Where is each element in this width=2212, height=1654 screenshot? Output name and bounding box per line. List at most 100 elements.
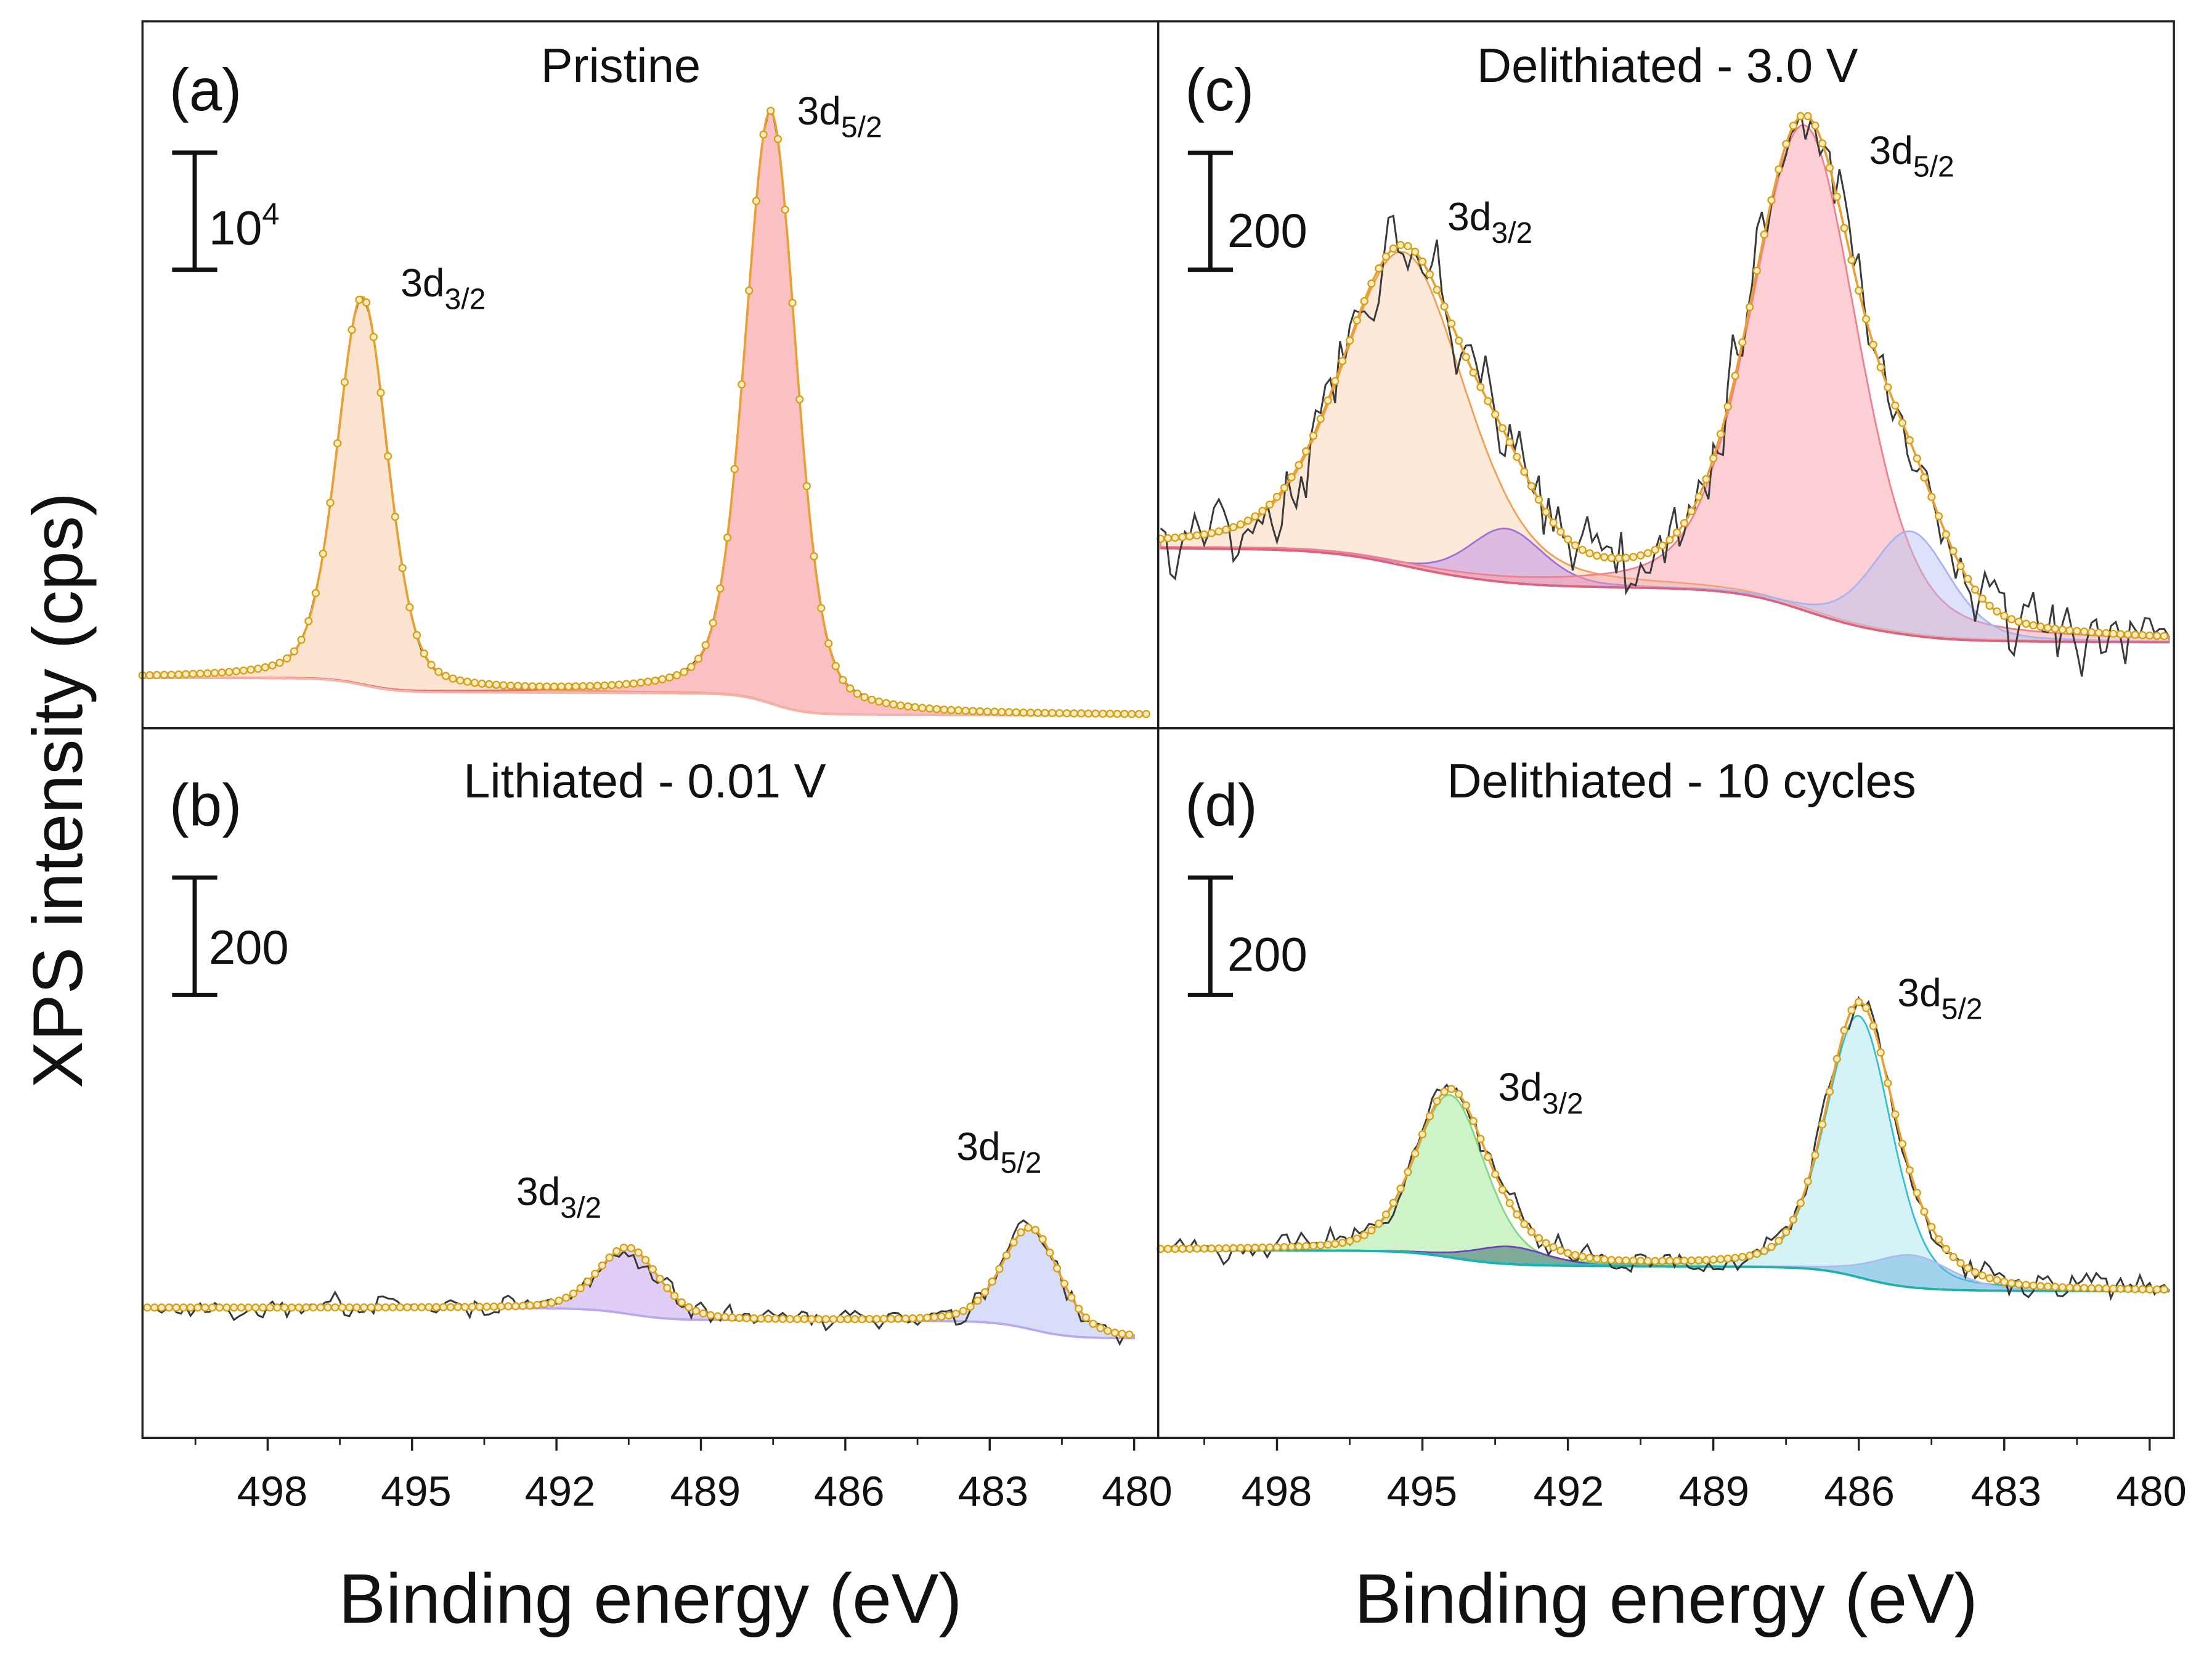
fit-marker (533, 1300, 542, 1310)
fit-marker (1375, 264, 1383, 273)
fit-marker (2022, 1281, 2030, 1289)
fit-marker (1549, 518, 1558, 527)
fit-marker (1316, 1241, 1325, 1250)
fit-marker (930, 1313, 939, 1322)
fit-marker (1665, 1257, 1674, 1265)
fit-marker (1694, 492, 1703, 501)
fit-marker (1978, 1271, 1986, 1280)
fit-marker (1607, 553, 1616, 563)
fit-marker (860, 693, 869, 702)
fit-marker (738, 380, 746, 389)
fit-marker (1389, 1199, 1398, 1207)
fit-marker (1891, 401, 1900, 410)
fit-marker (2160, 632, 2169, 640)
fit-marker (1214, 1244, 1223, 1253)
fit-marker (449, 674, 457, 683)
fit-marker (1563, 1249, 1572, 1258)
fit-marker (239, 666, 248, 675)
fit-marker (396, 1303, 404, 1311)
fit-marker (1222, 1244, 1230, 1253)
fit-marker (1927, 1223, 1936, 1231)
fit-marker (894, 1314, 903, 1323)
fit-marker (193, 1303, 202, 1312)
fit-marker (208, 1303, 217, 1312)
fit-marker (1089, 1319, 1097, 1328)
fit-marker (1578, 545, 1587, 554)
fit-marker (2058, 625, 2067, 634)
fit-marker (1789, 121, 1798, 130)
fit-marker (1498, 1185, 1507, 1194)
fit-marker (1009, 1238, 1018, 1247)
fit-marker (1752, 266, 1762, 275)
fit-marker (1803, 1177, 1812, 1186)
fit-marker (629, 679, 638, 688)
fit-marker (1898, 1139, 1907, 1148)
fit-marker (564, 682, 573, 691)
fit-marker (868, 695, 876, 704)
fit-marker (326, 499, 335, 507)
fit-marker (1055, 709, 1064, 717)
fit-marker (1593, 552, 1601, 560)
fit-marker (1163, 1244, 1173, 1253)
x-tick-label: 480 (2116, 1467, 2187, 1515)
fit-marker (2073, 627, 2081, 635)
fit-marker (1993, 1276, 2001, 1285)
fit-marker (2145, 631, 2154, 640)
fit-marker (2080, 1284, 2089, 1292)
fit-marker (759, 130, 768, 139)
fit-marker (374, 1303, 383, 1312)
fit-marker (1534, 1234, 1543, 1242)
fit-marker (360, 1303, 368, 1312)
fit-marker (853, 689, 861, 698)
fit-marker (793, 1314, 802, 1324)
fit-marker (2051, 624, 2060, 633)
fit-marker (528, 682, 537, 691)
fit-marker (1796, 112, 1805, 121)
fit-marker (1077, 709, 1086, 718)
fit-marker (600, 681, 609, 690)
fit-marker (1818, 1120, 1827, 1129)
fit-marker (145, 671, 154, 680)
fit-marker (1410, 1149, 1420, 1158)
fit-marker (951, 1310, 961, 1318)
fit-marker (990, 707, 999, 716)
fit-marker (685, 1303, 693, 1311)
panel-label-b: (b) (169, 773, 242, 839)
fit-marker (1578, 1252, 1587, 1261)
fit-marker (237, 1303, 246, 1312)
fit-marker (923, 1313, 932, 1322)
fit-marker (1905, 1166, 1914, 1175)
scale-bar-label-c: 200 (1227, 205, 1307, 258)
fit-marker (1498, 424, 1507, 433)
fit-marker (802, 482, 811, 491)
fit-marker (1934, 511, 1943, 521)
fit-marker (540, 1300, 549, 1308)
fit-marker (1469, 1117, 1478, 1125)
fit-marker (598, 1261, 607, 1270)
fit-marker (311, 589, 320, 598)
fit-marker (1484, 397, 1492, 405)
fit-marker (810, 552, 818, 561)
fit-marker (1629, 553, 1638, 561)
fit-marker (1905, 436, 1914, 445)
fit-marker (417, 1303, 426, 1311)
fit-marker (1280, 1242, 1289, 1252)
fit-marker (643, 677, 653, 686)
fit-marker (627, 1244, 635, 1253)
fit-marker (918, 704, 927, 712)
fit-marker (995, 1265, 1004, 1273)
fit-marker (1178, 1244, 1187, 1253)
fit-marker (1760, 1247, 1768, 1255)
fit-marker (427, 661, 436, 669)
fit-marker (1338, 357, 1347, 365)
fit-marker (1542, 1239, 1550, 1248)
fit-marker (229, 1303, 238, 1312)
fit-marker (687, 662, 696, 671)
fit-marker (2036, 1282, 2045, 1290)
fit-marker (2014, 1280, 2023, 1289)
fit-marker (1019, 708, 1028, 717)
fit-marker (362, 298, 371, 307)
fit-marker (1200, 530, 1208, 539)
fit-marker (1046, 1249, 1054, 1257)
fit-marker (795, 395, 804, 404)
